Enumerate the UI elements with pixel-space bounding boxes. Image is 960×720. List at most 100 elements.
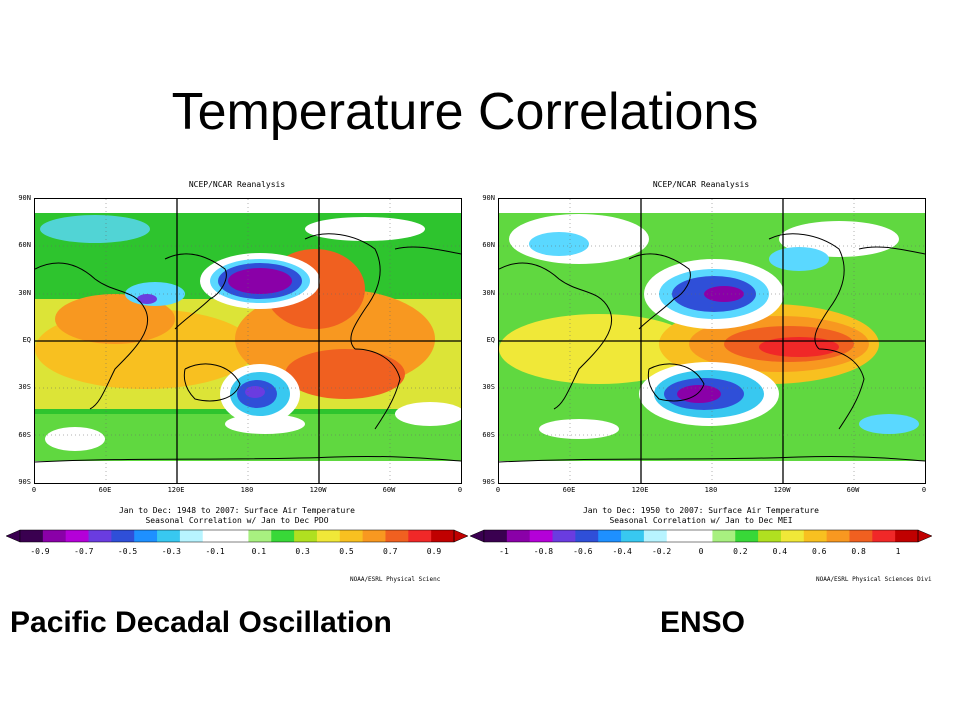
pdo-colorbar-label: 0.3: [295, 547, 310, 556]
enso-colorbar-swatch: [575, 530, 599, 542]
enso-colorbar-swatch: [529, 530, 554, 542]
enso-colorbar-swatch: [872, 530, 896, 542]
enso-caption-line1: Jan to Dec: 1950 to 2007: Surface Air Te…: [582, 506, 819, 515]
pdo-lat-label: 90S: [18, 478, 31, 486]
enso-lat-label: 90N: [482, 194, 495, 202]
pdo-lat-label: 60N: [18, 241, 31, 250]
enso-colorbar-swatch: [803, 530, 828, 542]
enso-colorbar-label: 0.6: [811, 547, 827, 556]
pdo-caption-line2: Seasonal Correlation w/ Jan to Dec PDO: [145, 516, 329, 525]
pdo-colorbar: [6, 529, 468, 543]
enso-colorbar-label: 0.8: [851, 547, 866, 556]
enso-colorbar-label: -0.4: [612, 547, 632, 556]
pdo-colorbar-swatch: [385, 530, 409, 542]
pdo-colorbar-swatch: [157, 530, 181, 542]
enso-lat-label: 90S: [482, 478, 495, 486]
enso-colorbar-low-arrow: [470, 529, 485, 543]
pdo-colorbar-label: -0.1: [205, 547, 225, 556]
enso-colorbar-swatch: [849, 530, 873, 542]
enso-lat-label: 60S: [482, 430, 495, 439]
enso-lat-label: 30S: [482, 383, 495, 392]
pdo-source-label: NCEP/NCAR Reanalysis: [188, 180, 286, 189]
pdo-colorbar-label: 0.9: [426, 547, 442, 556]
enso-label: ENSO: [660, 606, 746, 639]
enso-lon-label: 120E: [631, 486, 649, 494]
enso-lon-label: 0: [495, 486, 501, 494]
enso-colorbar-swatch: [484, 530, 508, 542]
pdo-colorbar-high-arrow: [453, 529, 468, 543]
enso-colorbar-swatch: [826, 530, 850, 542]
enso-colorbar-swatch: [758, 530, 782, 542]
pdo-lon-label: 60E: [98, 486, 112, 494]
enso-colorbar-swatch: [598, 530, 622, 542]
pdo-lat-label: 60S: [18, 430, 31, 439]
enso-colorbar-label: -0.2: [651, 547, 672, 556]
enso-colorbar-label: 0.2: [733, 547, 748, 556]
pdo-lat-label: 30S: [18, 383, 31, 392]
pdo-colorbar-swatch: [179, 530, 204, 542]
enso-correlation-map: [498, 198, 926, 484]
pdo-colorbar-swatch: [362, 530, 386, 542]
pdo-colorbar-label: -0.7: [74, 547, 94, 556]
enso-colorbar-swatch: [895, 530, 919, 542]
pdo-colorbar-label: -0.3: [161, 547, 181, 556]
enso-colorbar-swatch: [735, 530, 759, 542]
pdo-colorbar-label: 0.1: [251, 547, 267, 556]
enso-lat-label: EQ: [486, 336, 495, 344]
pdo-colorbar-swatch: [316, 530, 341, 542]
pdo-correlation-map: [34, 198, 462, 484]
enso-colorbar-label: -0.6: [573, 547, 593, 556]
enso-colorbar-label: 0.4: [772, 547, 788, 556]
enso-lon-label: 60W: [846, 486, 860, 494]
pdo-lon-label: 180: [240, 486, 254, 494]
pdo-colorbar-swatch: [431, 530, 455, 542]
enso-colorbar-swatch: [780, 530, 805, 542]
pdo-caption-line1: Jan to Dec: 1948 to 2007: Surface Air Te…: [118, 506, 355, 515]
enso-colorbar-swatch: [506, 530, 531, 542]
enso-lat-label: 30N: [482, 288, 495, 297]
enso-lat-label: 60N: [482, 241, 495, 250]
enso-colorbar-swatch: [621, 530, 645, 542]
slide-title: Temperature Correlations: [171, 83, 759, 141]
enso-lon-label: 0: [921, 486, 927, 494]
enso-colorbar-label: 1: [895, 547, 901, 556]
enso-colorbar-swatch: [666, 530, 691, 542]
pdo-lat-label: EQ: [22, 336, 31, 344]
pdo-colorbar-swatch: [65, 530, 90, 542]
pdo-colorbar-swatch: [248, 530, 272, 542]
enso-panel: NCEP/NCAR Reanalysis: [470, 176, 940, 586]
pdo-colorbar-swatch: [294, 530, 318, 542]
pdo-colorbar-swatch: [20, 530, 44, 542]
pdo-colorbar-swatch: [88, 530, 112, 542]
pdo-credit: NOAA/ESRL Physical Scienc: [350, 576, 441, 583]
enso-lon-label: 180: [704, 486, 718, 494]
pdo-lon-label: 120W: [309, 486, 327, 494]
pdo-colorbar-swatch: [134, 530, 158, 542]
pdo-colorbar-swatch: [408, 530, 432, 542]
pdo-lon-label: 0: [457, 486, 463, 494]
enso-colorbar-label: -0.8: [533, 547, 554, 556]
pdo-colorbar-label: 0.5: [339, 547, 354, 556]
pdo-colorbar-swatch: [339, 530, 364, 542]
enso-lon-label: 120W: [773, 486, 791, 494]
pdo-lon-label: 120E: [167, 486, 185, 494]
enso-lon-label: 60E: [562, 486, 576, 494]
pdo-colorbar-swatch: [111, 530, 135, 542]
pdo-colorbar-swatch: [42, 530, 67, 542]
pdo-colorbar-label: -0.9: [30, 547, 50, 556]
pdo-colorbar-swatch: [271, 530, 295, 542]
pdo-colorbar-label: 0.7: [382, 547, 398, 556]
enso-colorbar-swatch: [643, 530, 668, 542]
pdo-label: Pacific Decadal Oscillation: [10, 606, 392, 639]
enso-colorbar-label: 0: [698, 547, 704, 556]
enso-colorbar-swatch: [552, 530, 576, 542]
pdo-lon-label: 0: [31, 486, 37, 494]
pdo-panel: NCEP/NCAR Reanalysis: [6, 176, 468, 586]
pdo-lat-label: 90N: [18, 194, 31, 202]
pdo-colorbar-swatch: [225, 530, 249, 542]
pdo-lat-label: 30N: [18, 288, 31, 297]
enso-colorbar-swatch: [689, 530, 713, 542]
enso-source-label: NCEP/NCAR Reanalysis: [652, 180, 750, 189]
pdo-colorbar-swatch: [202, 530, 227, 542]
pdo-colorbar-low-arrow: [6, 529, 21, 543]
